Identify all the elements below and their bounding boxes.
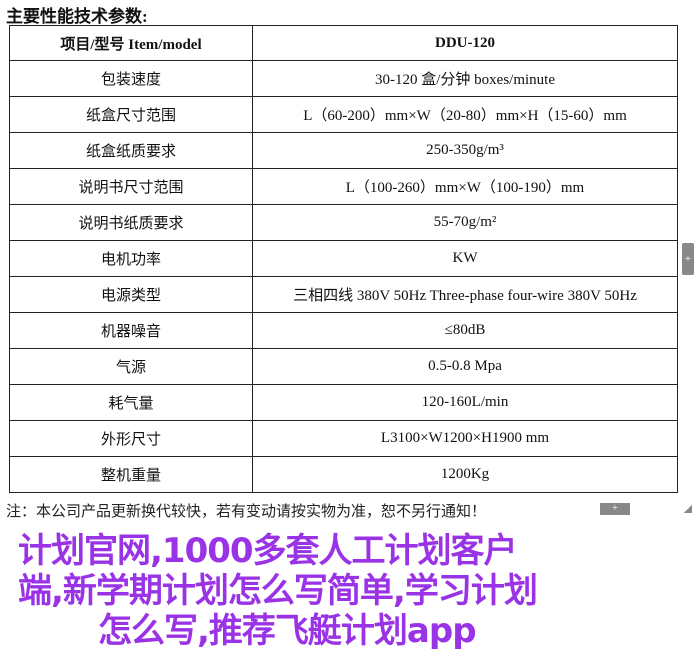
overlay-line: 端,新学期计划怎么写简单,学习计划 — [18, 571, 538, 611]
param-name: 气源 — [9, 348, 253, 385]
param-name: 纸盒纸质要求 — [9, 132, 253, 169]
param-name: 纸盒尺寸范围 — [9, 96, 253, 133]
table-row: 整机重量 1200Kg — [9, 456, 678, 493]
param-name: 说明书纸质要求 — [9, 204, 253, 241]
param-value: L3100×W1200×H1900 mm — [252, 420, 678, 457]
table-row: 说明书纸质要求 55-70g/m² — [9, 204, 678, 241]
param-name: 耗气量 — [9, 384, 253, 421]
table-row: 机器噪音 ≤80dB — [9, 312, 678, 349]
bottom-expand-button[interactable]: + — [600, 503, 630, 515]
side-expand-button[interactable]: + — [682, 243, 694, 275]
section-title: 主要性能技术参数: — [6, 7, 148, 26]
header-item: 项目/型号 Item/model — [9, 25, 253, 61]
param-name: 说明书尺寸范围 — [9, 168, 253, 205]
overlay-line: 计划官网,1000多套人工计划客户 — [18, 531, 518, 571]
table-row: 外形尺寸 L3100×W1200×H1900 mm — [9, 420, 678, 457]
param-value: 55-70g/m² — [252, 204, 678, 241]
resize-handle-icon[interactable] — [684, 505, 692, 513]
param-value: 120-160L/min — [252, 384, 678, 421]
table-row: 纸盒纸质要求 250-350g/m³ — [9, 132, 678, 169]
param-value: 三相四线 380V 50Hz Three-phase four-wire 380… — [252, 276, 678, 313]
param-name: 包装速度 — [9, 60, 253, 97]
param-name: 电源类型 — [9, 276, 253, 313]
param-name: 电机功率 — [9, 240, 253, 277]
param-value: L（60-200）mm×W（20-80）mm×H（15-60）mm — [252, 96, 678, 133]
param-value: 0.5-0.8 Mpa — [252, 348, 678, 385]
table-row: 耗气量 120-160L/min — [9, 384, 678, 421]
overlay-watermark-text: 计划官网,1000多套人工计划客户 端,新学期计划怎么写简单,学习计划 怎么写,… — [18, 531, 678, 651]
table-row: 电源类型 三相四线 380V 50Hz Three-phase four-wire… — [9, 276, 678, 313]
param-value: ≤80dB — [252, 312, 678, 349]
param-value: 30-120 盒/分钟 boxes/minute — [252, 60, 678, 97]
param-value: L（100-260）mm×W（100-190）mm — [252, 168, 678, 205]
table-row: 纸盒尺寸范围 L（60-200）mm×W（20-80）mm×H（15-60）mm — [9, 96, 678, 133]
footnote: 注：本公司产品更新换代较快，若有变动请按实物为准，恕不另行通知！ — [6, 502, 487, 520]
table-row: 说明书尺寸范围 L（100-260）mm×W（100-190）mm — [9, 168, 678, 205]
param-value: 250-350g/m³ — [252, 132, 678, 169]
spec-table: 项目/型号 Item/model DDU-120 包装速度 30-120 盒/分钟… — [9, 25, 678, 493]
table-header-row: 项目/型号 Item/model DDU-120 — [9, 25, 678, 61]
header-model: DDU-120 — [252, 25, 678, 61]
param-value: 1200Kg — [252, 456, 678, 493]
param-name: 整机重量 — [9, 456, 253, 493]
table-row: 电机功率 KW — [9, 240, 678, 277]
param-name: 机器噪音 — [9, 312, 253, 349]
param-value: KW — [252, 240, 678, 277]
table-row: 包装速度 30-120 盒/分钟 boxes/minute — [9, 60, 678, 97]
table-row: 气源 0.5-0.8 Mpa — [9, 348, 678, 385]
param-name: 外形尺寸 — [9, 420, 253, 457]
footnote-row: 注：本公司产品更新换代较快，若有变动请按实物为准，恕不另行通知！ + — [0, 497, 698, 523]
overlay-line: 怎么写,推荐飞艇计划app — [98, 611, 477, 651]
